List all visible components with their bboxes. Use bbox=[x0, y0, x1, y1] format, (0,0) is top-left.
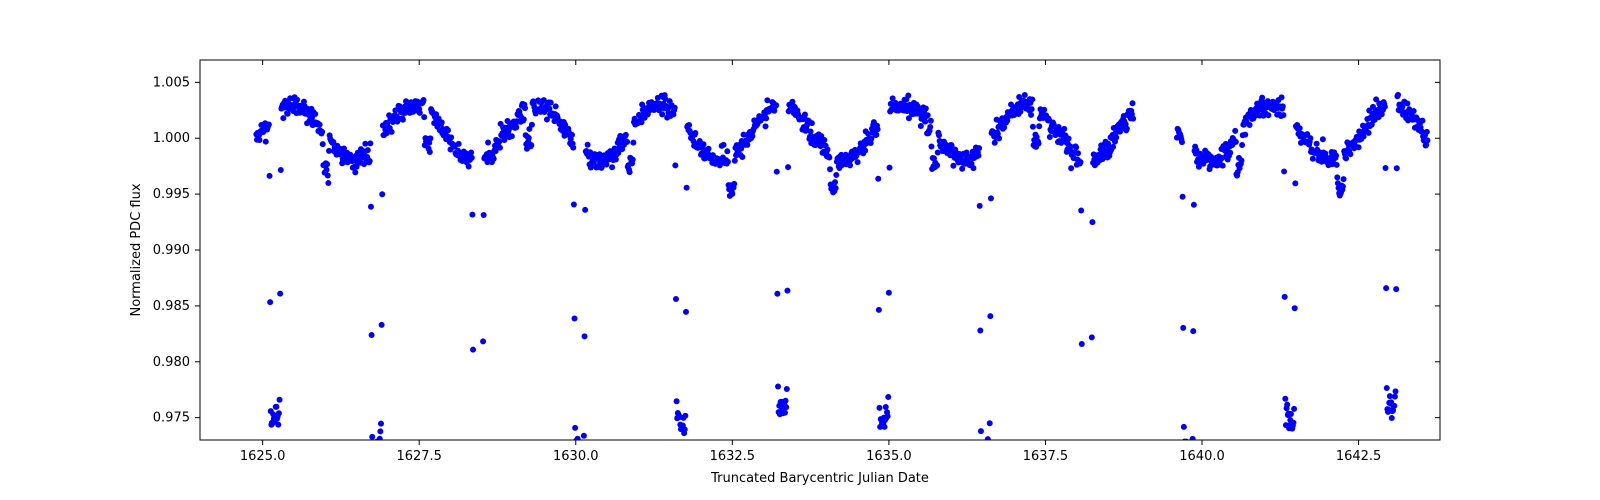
y-axis-label: Normalized PDC flux bbox=[129, 183, 144, 316]
x-axis-label: Truncated Barycentric Julian Date bbox=[710, 471, 929, 486]
y-tick-label: 0.990 bbox=[153, 243, 190, 258]
y-tick-label: 0.995 bbox=[153, 187, 190, 202]
x-tick-label: 1642.5 bbox=[1336, 449, 1382, 464]
x-tick-label: 1635.0 bbox=[866, 449, 912, 464]
lightcurve-chart: 1625.0 1627.5 1630.0 1632.5 1635.0 1637.5 1640… bbox=[0, 0, 1600, 500]
y-tick-label: 1.000 bbox=[153, 131, 190, 146]
x-tick-label: 1630.0 bbox=[553, 449, 599, 464]
x-tick-label: 1640.0 bbox=[1179, 449, 1225, 464]
chart-svg: 1625.0 1627.5 1630.0 1632.5 1635.0 1637.5 1640… bbox=[0, 0, 1600, 500]
y-tick-label: 0.985 bbox=[153, 299, 190, 314]
x-tick-label: 1627.5 bbox=[396, 449, 442, 464]
x-tick-label: 1632.5 bbox=[710, 449, 756, 464]
y-tick-label: 0.975 bbox=[153, 411, 190, 426]
y-tick-label: 1.005 bbox=[153, 75, 190, 90]
y-tick-label: 0.980 bbox=[153, 355, 190, 370]
x-tick-label: 1625.0 bbox=[240, 449, 286, 464]
x-tick-label: 1637.5 bbox=[1023, 449, 1069, 464]
